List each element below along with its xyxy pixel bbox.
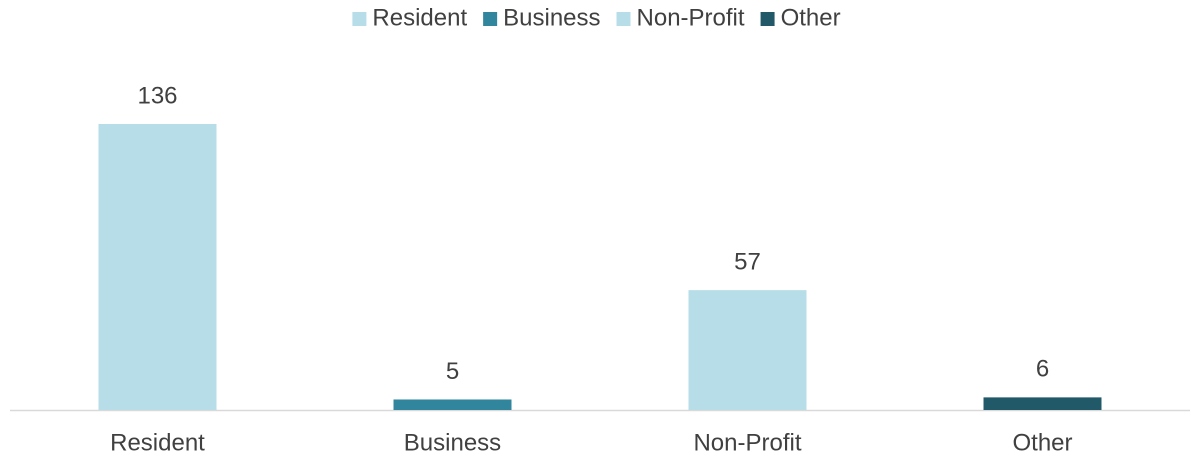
data-label: 136 <box>137 82 177 109</box>
data-label: 6 <box>1036 356 1049 383</box>
data-label: 5 <box>446 358 459 385</box>
x-tick-label: Business <box>404 429 501 456</box>
legend-label: Resident <box>372 4 467 31</box>
legend-swatch <box>483 12 498 26</box>
legend-label: Non-Profit <box>637 4 745 31</box>
legend-swatch <box>352 12 367 26</box>
x-tick-label: Non-Profit <box>693 429 801 456</box>
x-tick-label: Other <box>1012 429 1072 456</box>
legend-label: Business <box>503 4 600 31</box>
bar <box>983 397 1102 410</box>
bar <box>98 124 217 410</box>
data-label: 57 <box>734 248 761 275</box>
bar <box>393 399 512 410</box>
x-tick-label: Resident <box>110 429 205 456</box>
legend-label: Other <box>781 4 841 31</box>
legend-swatch <box>616 12 631 26</box>
bar <box>688 290 807 410</box>
legend-swatch <box>760 12 775 26</box>
